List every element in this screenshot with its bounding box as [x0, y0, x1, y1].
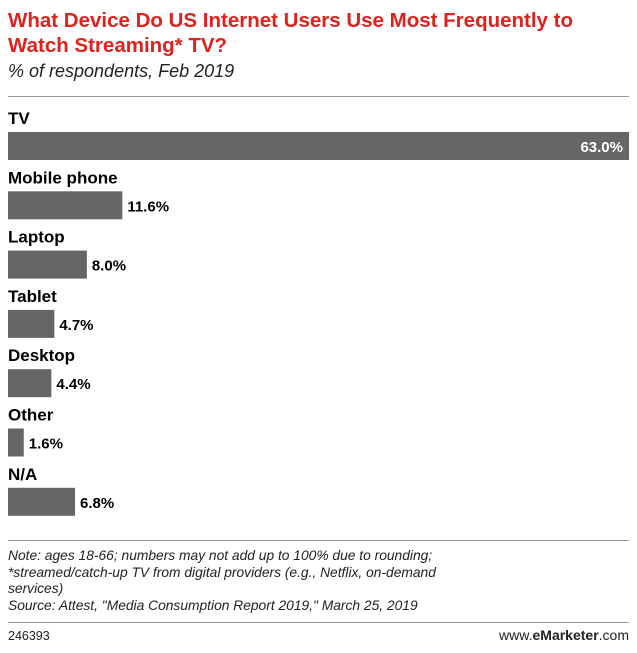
bar — [8, 309, 55, 338]
category-label: Tablet — [8, 287, 57, 306]
chart-notes: Note: ages 18-66; numbers may not add up… — [8, 548, 629, 614]
footer-divider — [8, 622, 629, 623]
brand-name: eMarketer — [532, 627, 599, 643]
bar-chart: TV 63.0% Mobile phone 11.6% Laptop 8.0% Tablet… — [8, 109, 629, 516]
category-label: Laptop — [8, 228, 65, 247]
source-line: Source: Attest, "Media Consumption Repor… — [8, 597, 418, 613]
bottom-divider — [8, 540, 629, 541]
value-label: 8.0% — [92, 258, 126, 275]
category-label: TV — [8, 109, 30, 128]
value-label: 6.8% — [80, 495, 114, 512]
value-label: 11.6% — [127, 198, 169, 215]
bar — [8, 487, 76, 516]
brand-logo: www.eMarketer.com — [499, 627, 629, 643]
bar — [8, 250, 87, 279]
value-label: 4.4% — [56, 376, 90, 393]
category-label: Desktop — [8, 346, 75, 365]
brand-suffix: .com — [598, 627, 629, 643]
bar — [8, 369, 52, 398]
chart-id: 246393 — [8, 629, 50, 643]
note-line: *streamed/catch-up TV from digital provi… — [8, 564, 436, 580]
top-divider — [8, 96, 629, 97]
brand-prefix: www. — [499, 627, 533, 643]
bar — [8, 428, 24, 457]
category-label: Other — [8, 406, 54, 425]
value-label: 1.6% — [29, 436, 63, 453]
value-label: 63.0% — [580, 139, 623, 156]
bar — [8, 191, 123, 220]
note-line: services) — [8, 581, 64, 596]
category-label: Mobile phone — [8, 168, 118, 187]
bar — [8, 132, 629, 160]
value-label: 4.7% — [59, 317, 93, 334]
chart-subtitle: % of respondents, Feb 2019 — [8, 61, 235, 81]
category-label: N/A — [8, 465, 37, 484]
note-line: Note: ages 18-66; numbers may not add up… — [8, 548, 433, 563]
chart-title: What Device Do US Internet Users Use Mos… — [8, 9, 574, 57]
